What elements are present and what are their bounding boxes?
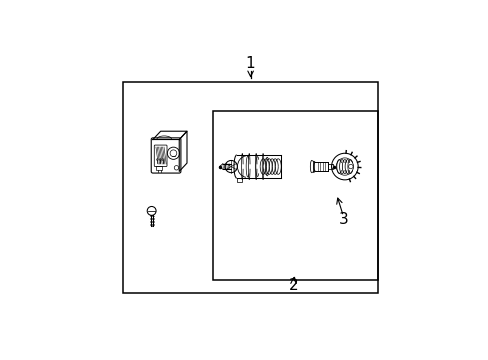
Bar [156, 166, 162, 170]
Text: 1: 1 [245, 57, 255, 72]
Bar [237, 178, 242, 181]
Bar [213, 111, 377, 280]
Text: 3: 3 [338, 212, 347, 227]
Bar [123, 82, 377, 293]
Text: 2: 2 [288, 278, 298, 293]
